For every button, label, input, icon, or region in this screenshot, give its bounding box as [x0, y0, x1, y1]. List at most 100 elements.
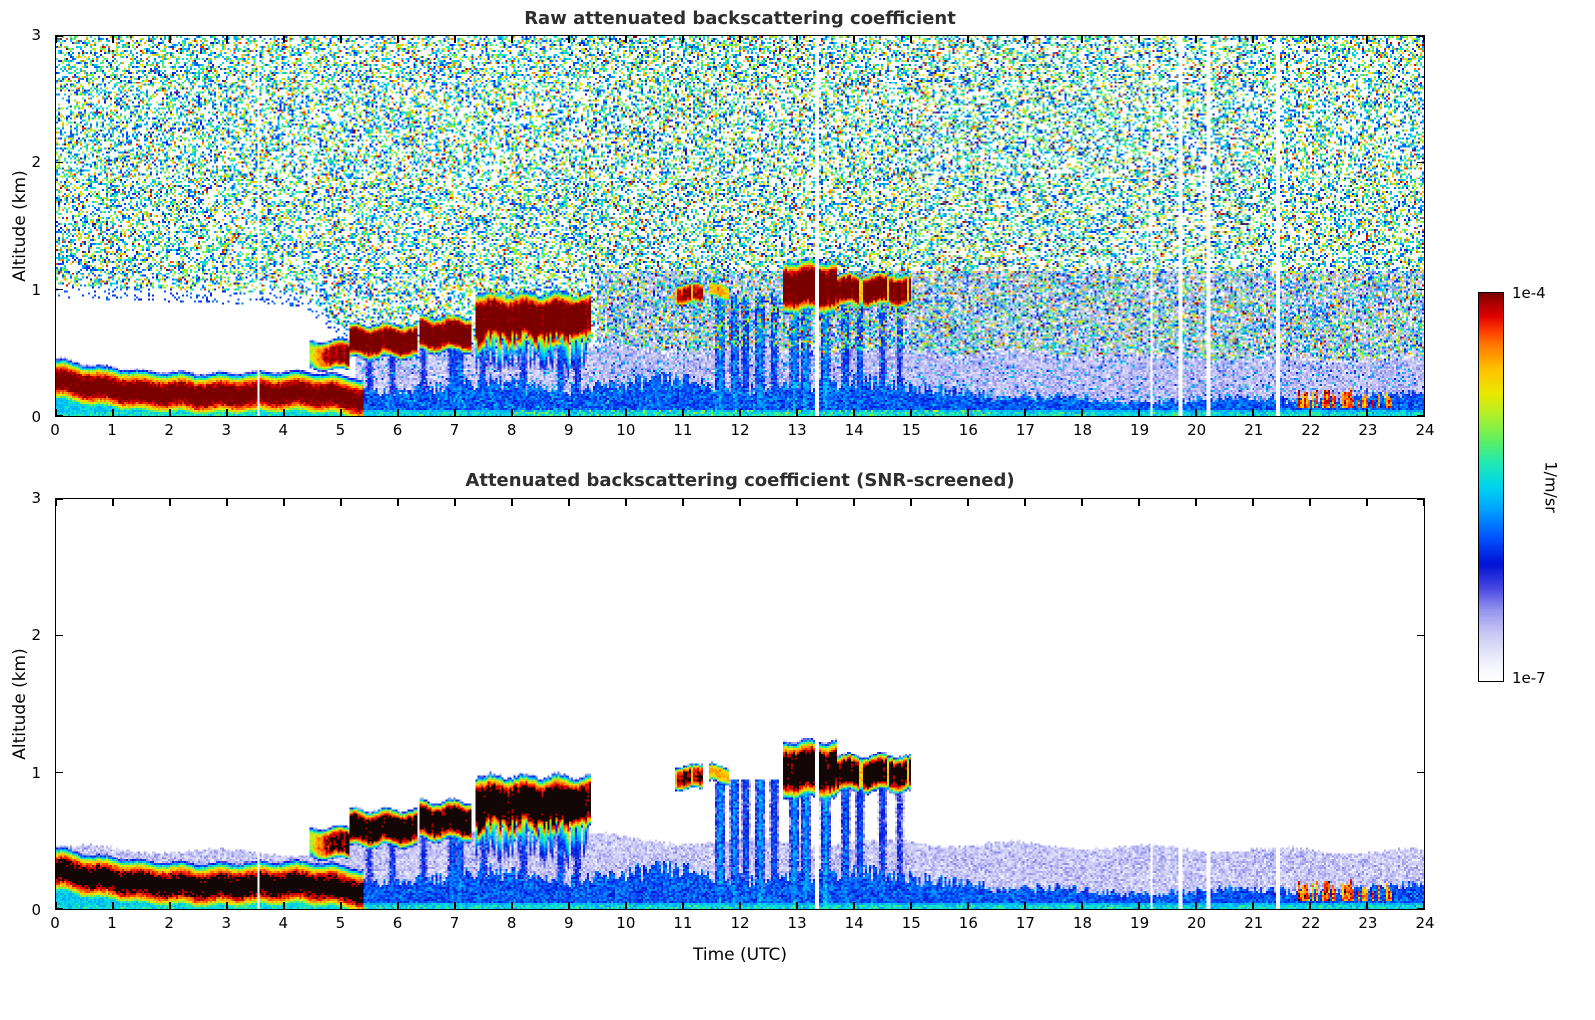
- x-tick: [682, 409, 684, 416]
- x-tick: [169, 902, 171, 909]
- panel2-y-axis-label: Altitude (km): [10, 648, 30, 760]
- x-tick-label: 20: [1187, 914, 1207, 932]
- x-tick-label: 13: [787, 914, 807, 932]
- y-tick: [1417, 35, 1424, 37]
- y-tick: [56, 908, 63, 910]
- y-tick-label: 2: [31, 153, 41, 172]
- y-tick: [56, 771, 63, 774]
- x-tick: [55, 409, 57, 416]
- x-tick-label: 20: [1187, 421, 1207, 439]
- x-tick: [1423, 409, 1425, 416]
- x-tick: [1195, 499, 1197, 506]
- x-tick: [454, 409, 456, 416]
- x-tick: [1024, 36, 1026, 43]
- x-tick: [739, 36, 741, 43]
- x-tick: [682, 36, 684, 43]
- colorbar-gradient: [1479, 293, 1503, 681]
- panel2-title: Attenuated backscattering coefficient (S…: [465, 470, 1015, 491]
- x-tick: [682, 499, 684, 506]
- x-tick: [568, 36, 570, 43]
- x-tick: [910, 499, 912, 506]
- x-tick: [910, 902, 912, 909]
- x-tick: [1423, 36, 1425, 43]
- x-tick-label: 18: [1072, 914, 1093, 932]
- y-tick: [56, 288, 63, 291]
- x-tick-label: 23: [1358, 914, 1378, 932]
- x-tick: [283, 409, 285, 416]
- panel1-heatmap: [55, 35, 1425, 417]
- x-tick: [568, 499, 570, 506]
- x-tick: [1423, 902, 1425, 909]
- x-tick: [1309, 409, 1311, 416]
- x-tick-label: 8: [506, 421, 517, 439]
- x-tick: [1366, 409, 1368, 416]
- x-tick: [226, 902, 228, 909]
- x-tick-label: 1: [107, 421, 117, 439]
- x-tick-label: 3: [221, 914, 232, 932]
- x-tick-label: 11: [673, 421, 693, 439]
- x-tick-label: 21: [1244, 421, 1264, 439]
- y-tick: [56, 161, 63, 164]
- x-tick-label: 17: [1015, 421, 1035, 439]
- x-tick-label: 2: [164, 421, 174, 439]
- x-tick-label: 13: [787, 421, 807, 439]
- x-tick: [1366, 499, 1368, 506]
- x-tick: [625, 499, 627, 506]
- x-tick: [1252, 902, 1254, 909]
- x-tick-label: 5: [335, 914, 346, 932]
- x-tick: [112, 902, 114, 909]
- x-tick: [1081, 409, 1083, 416]
- x-tick: [967, 409, 969, 416]
- x-tick: [1138, 409, 1140, 416]
- x-tick-label: 0: [50, 421, 60, 439]
- x-tick: [55, 902, 57, 909]
- y-tick-label: 1: [31, 763, 41, 782]
- x-tick: [1081, 902, 1083, 909]
- x-tick-label: 24: [1415, 914, 1435, 932]
- x-tick: [226, 499, 228, 506]
- x-tick-label: 9: [563, 421, 574, 439]
- x-tick: [1309, 499, 1311, 506]
- x-tick: [340, 499, 342, 506]
- x-tick: [967, 36, 969, 43]
- x-tick: [112, 499, 114, 506]
- x-tick-label: 18: [1072, 421, 1093, 439]
- x-tick-label: 4: [278, 421, 289, 439]
- y-tick-label: 3: [31, 489, 41, 507]
- x-tick: [625, 902, 627, 909]
- y-tick: [56, 35, 63, 37]
- x-tick-label: 22: [1301, 914, 1321, 932]
- panel1-y-axis-label: Altitude (km): [10, 170, 30, 282]
- x-tick: [1138, 36, 1140, 43]
- x-tick-label: 1: [107, 914, 117, 932]
- y-tick: [1417, 634, 1424, 637]
- y-tick: [1417, 288, 1424, 291]
- x-tick: [1081, 36, 1083, 43]
- x-tick: [1195, 36, 1197, 43]
- x-tick: [853, 902, 855, 909]
- x-tick: [739, 499, 741, 506]
- panel2-x-tick-labels: 0 1 2 3 4 5 6 7 8 9 10 11 12 13 14 15 16 17 18 19 20 21 22 23 24: [50, 914, 1434, 934]
- x-tick-label: 12: [730, 421, 750, 439]
- x-tick: [55, 499, 57, 506]
- y-tick-label: 0: [31, 408, 41, 426]
- x-tick: [1195, 902, 1197, 909]
- x-tick: [1024, 499, 1026, 506]
- x-tick-label: 15: [901, 421, 921, 439]
- x-tick: [1024, 902, 1026, 909]
- x-tick: [397, 409, 399, 416]
- y-tick: [1417, 498, 1424, 500]
- y-tick-label: 2: [31, 626, 41, 645]
- y-tick: [56, 634, 63, 637]
- x-tick: [1309, 36, 1311, 43]
- x-tick: [283, 902, 285, 909]
- x-tick: [340, 409, 342, 416]
- x-tick-label: 9: [563, 914, 574, 932]
- y-tick: [56, 498, 63, 500]
- x-tick: [682, 902, 684, 909]
- x-tick: [55, 36, 57, 43]
- x-tick: [568, 902, 570, 909]
- colorbar-max-label: 1e-4: [1512, 284, 1546, 302]
- x-tick-label: 21: [1244, 914, 1264, 932]
- x-tick: [1252, 409, 1254, 416]
